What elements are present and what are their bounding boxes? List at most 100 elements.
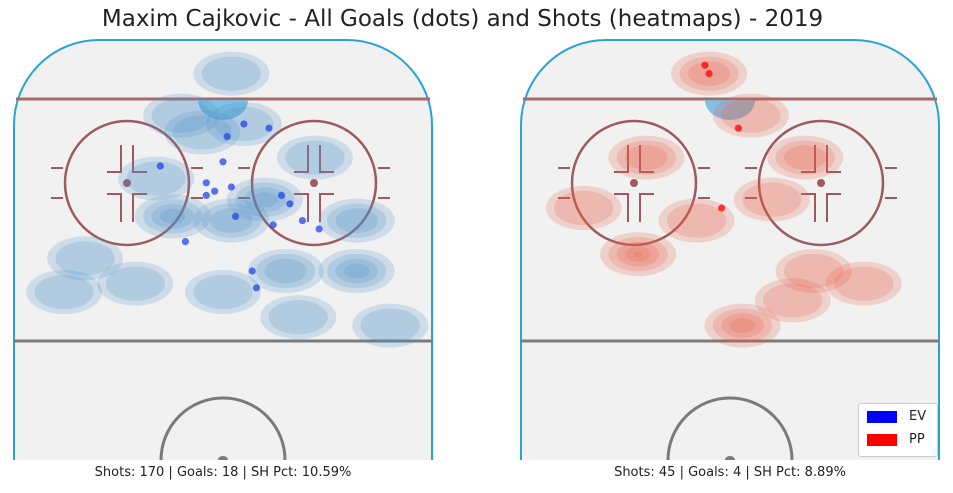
- left-heat-blob-14-0: [260, 295, 337, 340]
- left-left-faceoff-hash-1: [132, 145, 147, 173]
- right-right-faceoff-hash-2: [801, 193, 816, 222]
- left-goal-dot: [181, 238, 189, 246]
- left-heat-blob-1-3: [251, 192, 278, 208]
- right-panel-caption: Shots: 45 | Goals: 4 | SH Pct: 8.89%: [614, 465, 846, 480]
- left-heat-blob-0-2: [151, 204, 195, 229]
- left-left-faceoff-circle: [63, 119, 191, 247]
- left-heat-blob-10-1: [172, 115, 232, 150]
- left-goal-dot: [223, 133, 231, 141]
- left-heat-blob-2-0: [318, 249, 395, 293]
- right-heat-blob-1-2: [721, 313, 764, 338]
- right-left-faceoff-circle: [570, 119, 698, 247]
- left-right-faceoff-circle: [250, 119, 378, 247]
- right-right-faceoff-hash-0: [801, 145, 816, 173]
- left-goal-dot: [269, 221, 277, 229]
- right-center-dot: [725, 456, 735, 460]
- right-boards: [520, 39, 940, 460]
- right-crease: [705, 100, 755, 120]
- left-heat-blob-5-2: [335, 208, 379, 233]
- left-center-dot: [218, 456, 228, 460]
- legend-swatch-ev: [867, 411, 897, 423]
- legend-label-pp: PP: [909, 432, 925, 447]
- right-heat-blob-10-0: [733, 177, 810, 222]
- right-heat-blob-9-1: [834, 266, 894, 301]
- left-right-faceoff-dot: [310, 179, 318, 187]
- left-heat-blob-0-0: [134, 194, 211, 239]
- left-heat-blob-9-1: [126, 161, 186, 196]
- left-heat-blob-1-0: [226, 177, 303, 222]
- left-goal-dot: [231, 212, 240, 220]
- right-goal-dot: [705, 70, 713, 78]
- left-ice-surface: [14, 40, 432, 460]
- right-right-faceoff-hash-3: [826, 193, 841, 222]
- right-heat-blob-6-0: [545, 186, 622, 230]
- left-heat-blob-11-1: [285, 140, 345, 175]
- left-left-faceoff-dot: [123, 179, 131, 187]
- left-heat-blob-17-0: [26, 270, 103, 314]
- right-heat-blob-0-3: [625, 246, 651, 262]
- right-left-faceoff-hash-0: [614, 145, 629, 173]
- left-heat-blob-13-1: [55, 241, 115, 276]
- right-heat-blob-6-1: [554, 190, 614, 226]
- left-goal-dot: [265, 124, 273, 132]
- left-heat-blob-6-0: [97, 261, 174, 306]
- right-left-faceoff-dot: [630, 179, 638, 187]
- right-heat-blob-0-0: [600, 232, 677, 277]
- left-goal-dot: [227, 183, 235, 191]
- right-ice-surface: [521, 40, 939, 460]
- left-heat-blob-3-2: [210, 208, 253, 233]
- right-heat-blob-9-0: [825, 261, 902, 306]
- left-heat-blob-10-0: [164, 110, 241, 155]
- left-heat-blob-1-1: [235, 182, 295, 217]
- right-heat-blob-11-0: [754, 278, 831, 323]
- right-heat-blob-1-0: [704, 303, 781, 348]
- right-left-faceoff-hash-3: [639, 193, 654, 222]
- left-heat-blob-13-0: [47, 236, 124, 281]
- left-heat-blob-17-1: [34, 274, 94, 310]
- right-heat-blob-0-2: [616, 241, 660, 267]
- left-heat-blob-5-1: [327, 203, 387, 238]
- right-right-faceoff-dot: [817, 179, 825, 187]
- left-goal-dot: [277, 191, 286, 199]
- left-heat-blob-8-0: [143, 93, 220, 138]
- left-heat-blob-4-2: [264, 258, 307, 284]
- left-goal-dot: [156, 162, 164, 170]
- right-heat-blob-0-4: [633, 251, 643, 257]
- left-heat-blob-15-1: [193, 274, 253, 310]
- left-goal-dot: [248, 267, 256, 275]
- right-heat-blob-2-1: [616, 140, 677, 175]
- left-heat-blob-16-1: [360, 308, 420, 343]
- left-heat-blob-5-0: [318, 198, 395, 243]
- left-heat-blob-0-1: [143, 199, 203, 234]
- left-right-faceoff-hash-3: [319, 193, 334, 222]
- right-heat-blob-1-1: [712, 308, 773, 343]
- left-boards: [13, 39, 433, 460]
- left-heat-blob-11-0: [276, 135, 353, 180]
- right-center-circle: [666, 396, 794, 461]
- right-heat-blob-1-3: [729, 318, 756, 334]
- left-right-faceoff-hash-2: [294, 193, 309, 222]
- right-heat-blob-7-1: [783, 253, 844, 289]
- left-left-faceoff-hash-2: [107, 193, 122, 222]
- right-heat-blob-10-1: [742, 182, 802, 217]
- left-heat-blob-2-2: [335, 258, 379, 284]
- left-goal-dot: [202, 179, 210, 187]
- left-heat-blob-4-1: [256, 253, 316, 289]
- chart-title: Maxim Cajkovic - All Goals (dots) and Sh…: [101, 6, 824, 32]
- right-heat-blob-5-0: [658, 198, 735, 243]
- left-goal-dot: [298, 217, 307, 225]
- left-heat-blob-14-1: [268, 300, 328, 335]
- right-heat-blob-4-0: [767, 135, 844, 180]
- right-heat-blob-7-0: [775, 249, 852, 293]
- left-heat-blob-9-0: [118, 156, 195, 201]
- right-goal-dot: [701, 61, 709, 69]
- right-goal-dot: [734, 124, 742, 132]
- left-goal-dot: [252, 284, 261, 292]
- left-heat-blob-3-0: [193, 198, 270, 243]
- right-left-faceoff-hash-1: [639, 145, 654, 173]
- legend-label-ev: EV: [909, 409, 927, 424]
- left-heat-blob-6-1: [105, 266, 165, 301]
- left-heat-blob-4-0: [247, 249, 324, 293]
- legend-swatch-pp: [867, 434, 897, 446]
- right-right-faceoff-hash-1: [826, 145, 841, 173]
